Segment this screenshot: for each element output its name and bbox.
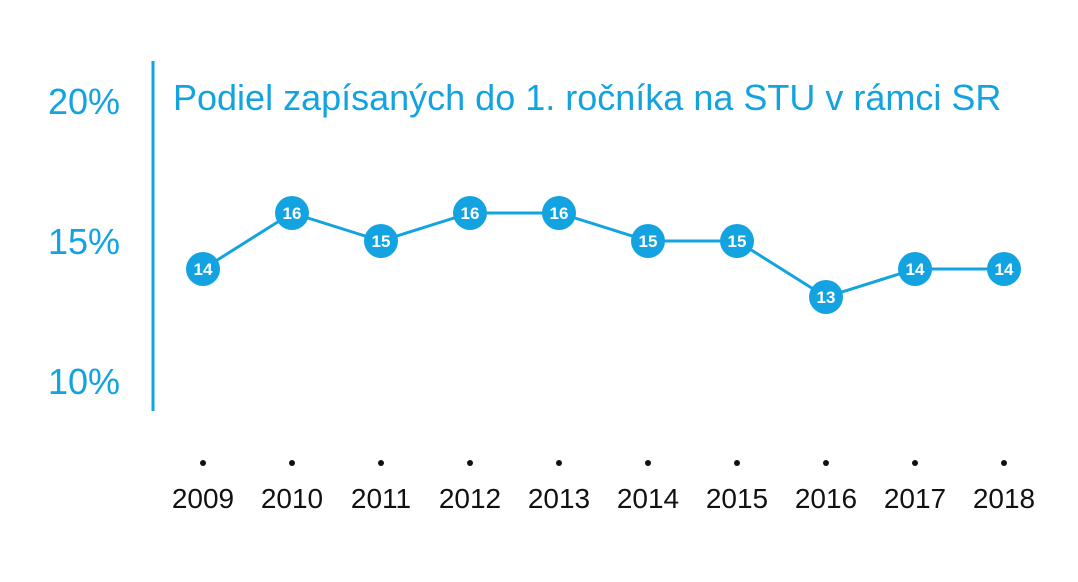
- data-point-label: 13: [817, 288, 836, 307]
- data-point-marker: [453, 196, 487, 230]
- x-tick-label: 2012: [439, 483, 501, 514]
- x-tick-dot: [912, 460, 918, 466]
- data-point-label: 15: [372, 232, 391, 251]
- x-tick-label: 2011: [351, 483, 411, 514]
- y-tick-label: 10%: [48, 361, 120, 402]
- x-tick-dots: [200, 460, 1007, 466]
- x-tick-label: 2010: [261, 483, 323, 514]
- data-point-label: 16: [283, 204, 302, 223]
- y-tick-labels: 10% 15% 20%: [48, 81, 120, 402]
- y-tick-label: 15%: [48, 221, 120, 262]
- x-tick-dot: [645, 460, 651, 466]
- data-line: [202, 211, 1004, 299]
- x-tick-dot: [467, 460, 473, 466]
- data-point-label: 15: [728, 232, 747, 251]
- data-point-marker: [987, 252, 1021, 286]
- x-tick-label: 2018: [973, 483, 1035, 514]
- x-tick-label: 2017: [884, 483, 946, 514]
- x-tick-dot: [556, 460, 562, 466]
- x-tick-dot: [289, 460, 295, 466]
- data-point: 15: [720, 224, 754, 258]
- x-tick-label: 2009: [172, 483, 234, 514]
- x-tick-dot: [200, 460, 206, 466]
- x-tick-dot: [1001, 460, 1007, 466]
- x-tick-label: 2013: [528, 483, 590, 514]
- data-point-label: 14: [995, 260, 1014, 279]
- y-tick-label: 20%: [48, 81, 120, 122]
- data-point-marker: [898, 252, 932, 286]
- x-tick-label: 2016: [795, 483, 857, 514]
- data-point-label: 14: [906, 260, 925, 279]
- data-point-marker: [186, 252, 220, 286]
- data-point-label: 16: [461, 204, 480, 223]
- x-tick-label: 2015: [706, 483, 768, 514]
- data-point-label: 14: [194, 260, 213, 279]
- data-point-label: 16: [550, 204, 569, 223]
- data-point: 15: [631, 224, 665, 258]
- data-point: 16: [453, 196, 487, 230]
- x-tick-dot: [823, 460, 829, 466]
- data-point: 14: [898, 252, 932, 286]
- data-point: 16: [275, 196, 309, 230]
- chart-title: Podiel zapísaných do 1. ročníka na STU v…: [173, 77, 1001, 118]
- data-markers: 14 16 15 16 16 15 15 13 14 14: [186, 196, 1021, 314]
- data-point: 14: [987, 252, 1021, 286]
- data-point-marker: [275, 196, 309, 230]
- data-point-label: 15: [639, 232, 658, 251]
- data-point: 16: [542, 196, 576, 230]
- data-point: 13: [809, 280, 843, 314]
- x-tick-labels: 2009 2010 2011 2012 2013 2014 2015 2016 2017 2018: [172, 483, 1035, 514]
- data-point-marker: [809, 280, 843, 314]
- data-point: 15: [364, 224, 398, 258]
- data-point-marker: [631, 224, 665, 258]
- data-point: 14: [186, 252, 220, 286]
- data-point-marker: [364, 224, 398, 258]
- x-tick-label: 2014: [617, 483, 679, 514]
- data-point-marker: [720, 224, 754, 258]
- x-tick-dot: [378, 460, 384, 466]
- x-tick-dot: [734, 460, 740, 466]
- data-point-marker: [542, 196, 576, 230]
